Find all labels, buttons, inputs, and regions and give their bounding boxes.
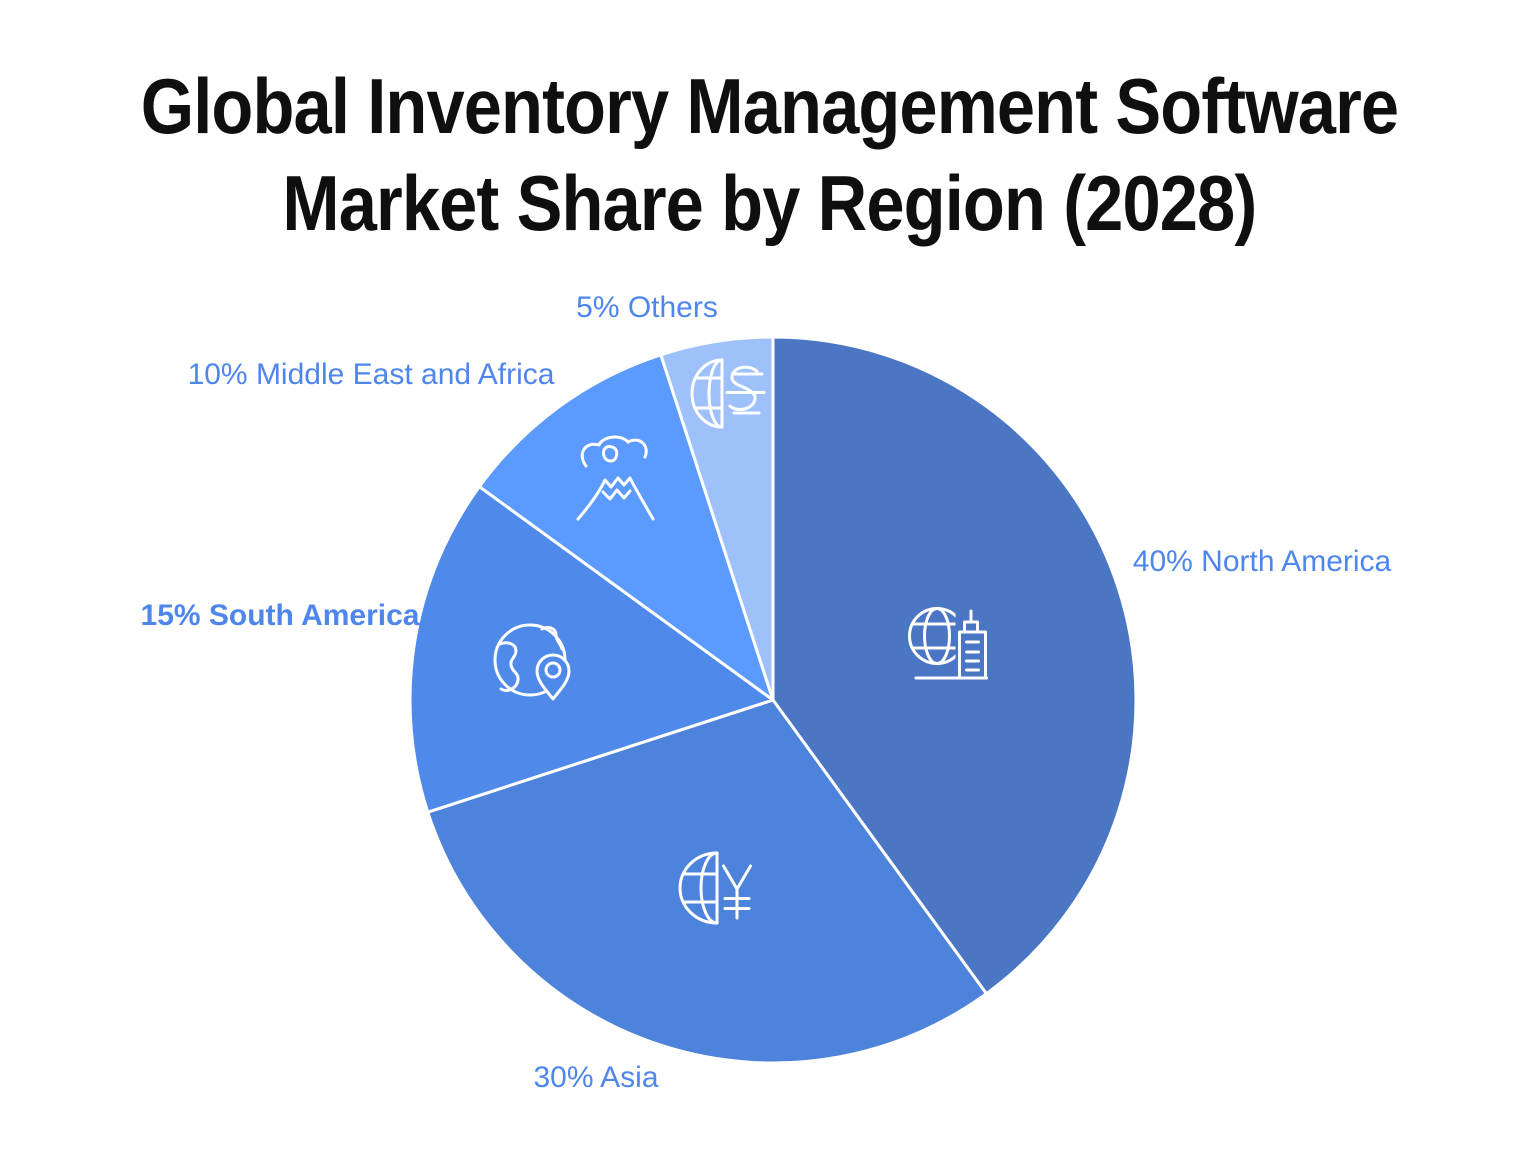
label-south-america: 15% South America [140, 599, 420, 632]
label-north-america: 40% North America [1132, 545, 1392, 578]
pie-slice-others [659, 335, 775, 702]
pie-slice-asia [426, 698, 988, 1065]
pie-slice-middle-east-and-africa [477, 353, 775, 702]
globe-dollar-icon [690, 358, 766, 429]
pie-slices [408, 335, 1138, 1065]
chart-title-line-1: Global Inventory Management Software [140, 62, 1398, 150]
pie-slice-south-america [408, 485, 775, 814]
label-middle-east-and-africa: 10% Middle East and Africa [187, 358, 555, 391]
chart-title: Global Inventory Management Software Mar… [0, 58, 1538, 252]
globe-yen-icon [678, 851, 752, 925]
volcano-icon [576, 435, 655, 521]
label-asia: 30% Asia [533, 1061, 659, 1094]
chart-title-line-2: Market Share by Region (2028) [282, 159, 1257, 247]
pie-slice-north-america [771, 335, 1138, 996]
label-others: 5% Others [576, 291, 718, 324]
globe-location-pin-icon [493, 623, 571, 701]
globe-building-icon [908, 607, 990, 680]
